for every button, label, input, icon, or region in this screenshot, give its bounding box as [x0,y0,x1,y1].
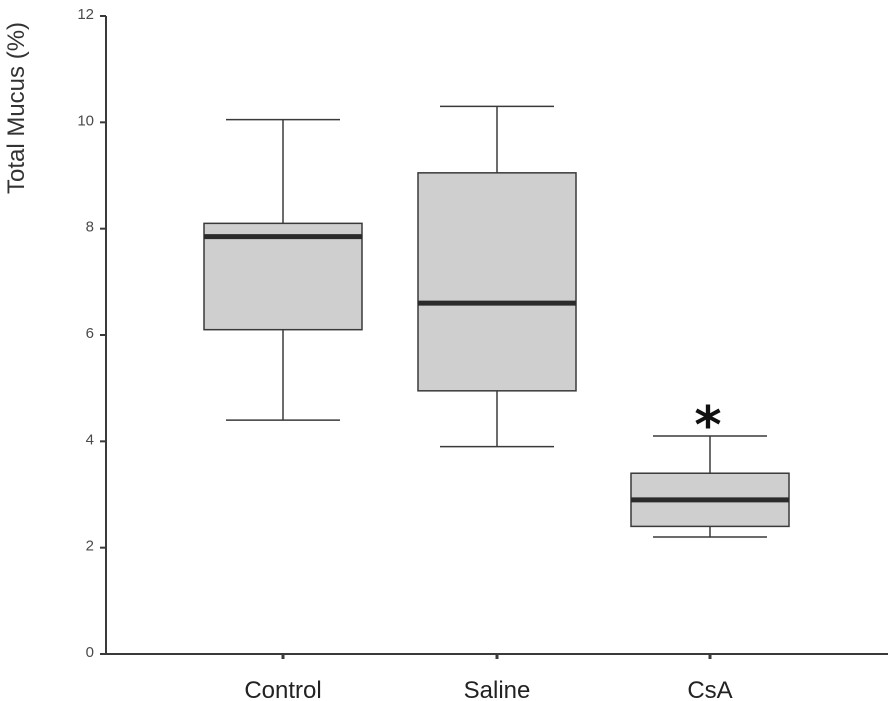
significance-asterisk: * [694,396,721,456]
y-tick-label: 2 [86,538,94,555]
y-axis-title: Total Mucus (%) [3,22,30,194]
iqr-box [203,222,363,331]
y-tick-label: 4 [86,431,94,448]
y-tick-label: 0 [86,644,94,661]
y-tick-label: 10 [77,112,94,129]
y-tick-label: 12 [77,6,94,23]
box-csa [630,435,790,538]
y-tick-label: 6 [86,325,94,342]
x-tick-label: Control [244,677,321,701]
labels: 0 2 4 6 8 10 12 Control Saline CsA * [77,6,732,701]
axes [100,15,888,659]
boxes [203,105,790,538]
y-tick-label: 8 [86,219,94,236]
iqr-box [417,172,577,392]
x-tick-label: Saline [464,677,531,701]
x-tick-label: CsA [687,677,732,701]
box-saline [417,105,577,448]
box-control [203,118,363,421]
